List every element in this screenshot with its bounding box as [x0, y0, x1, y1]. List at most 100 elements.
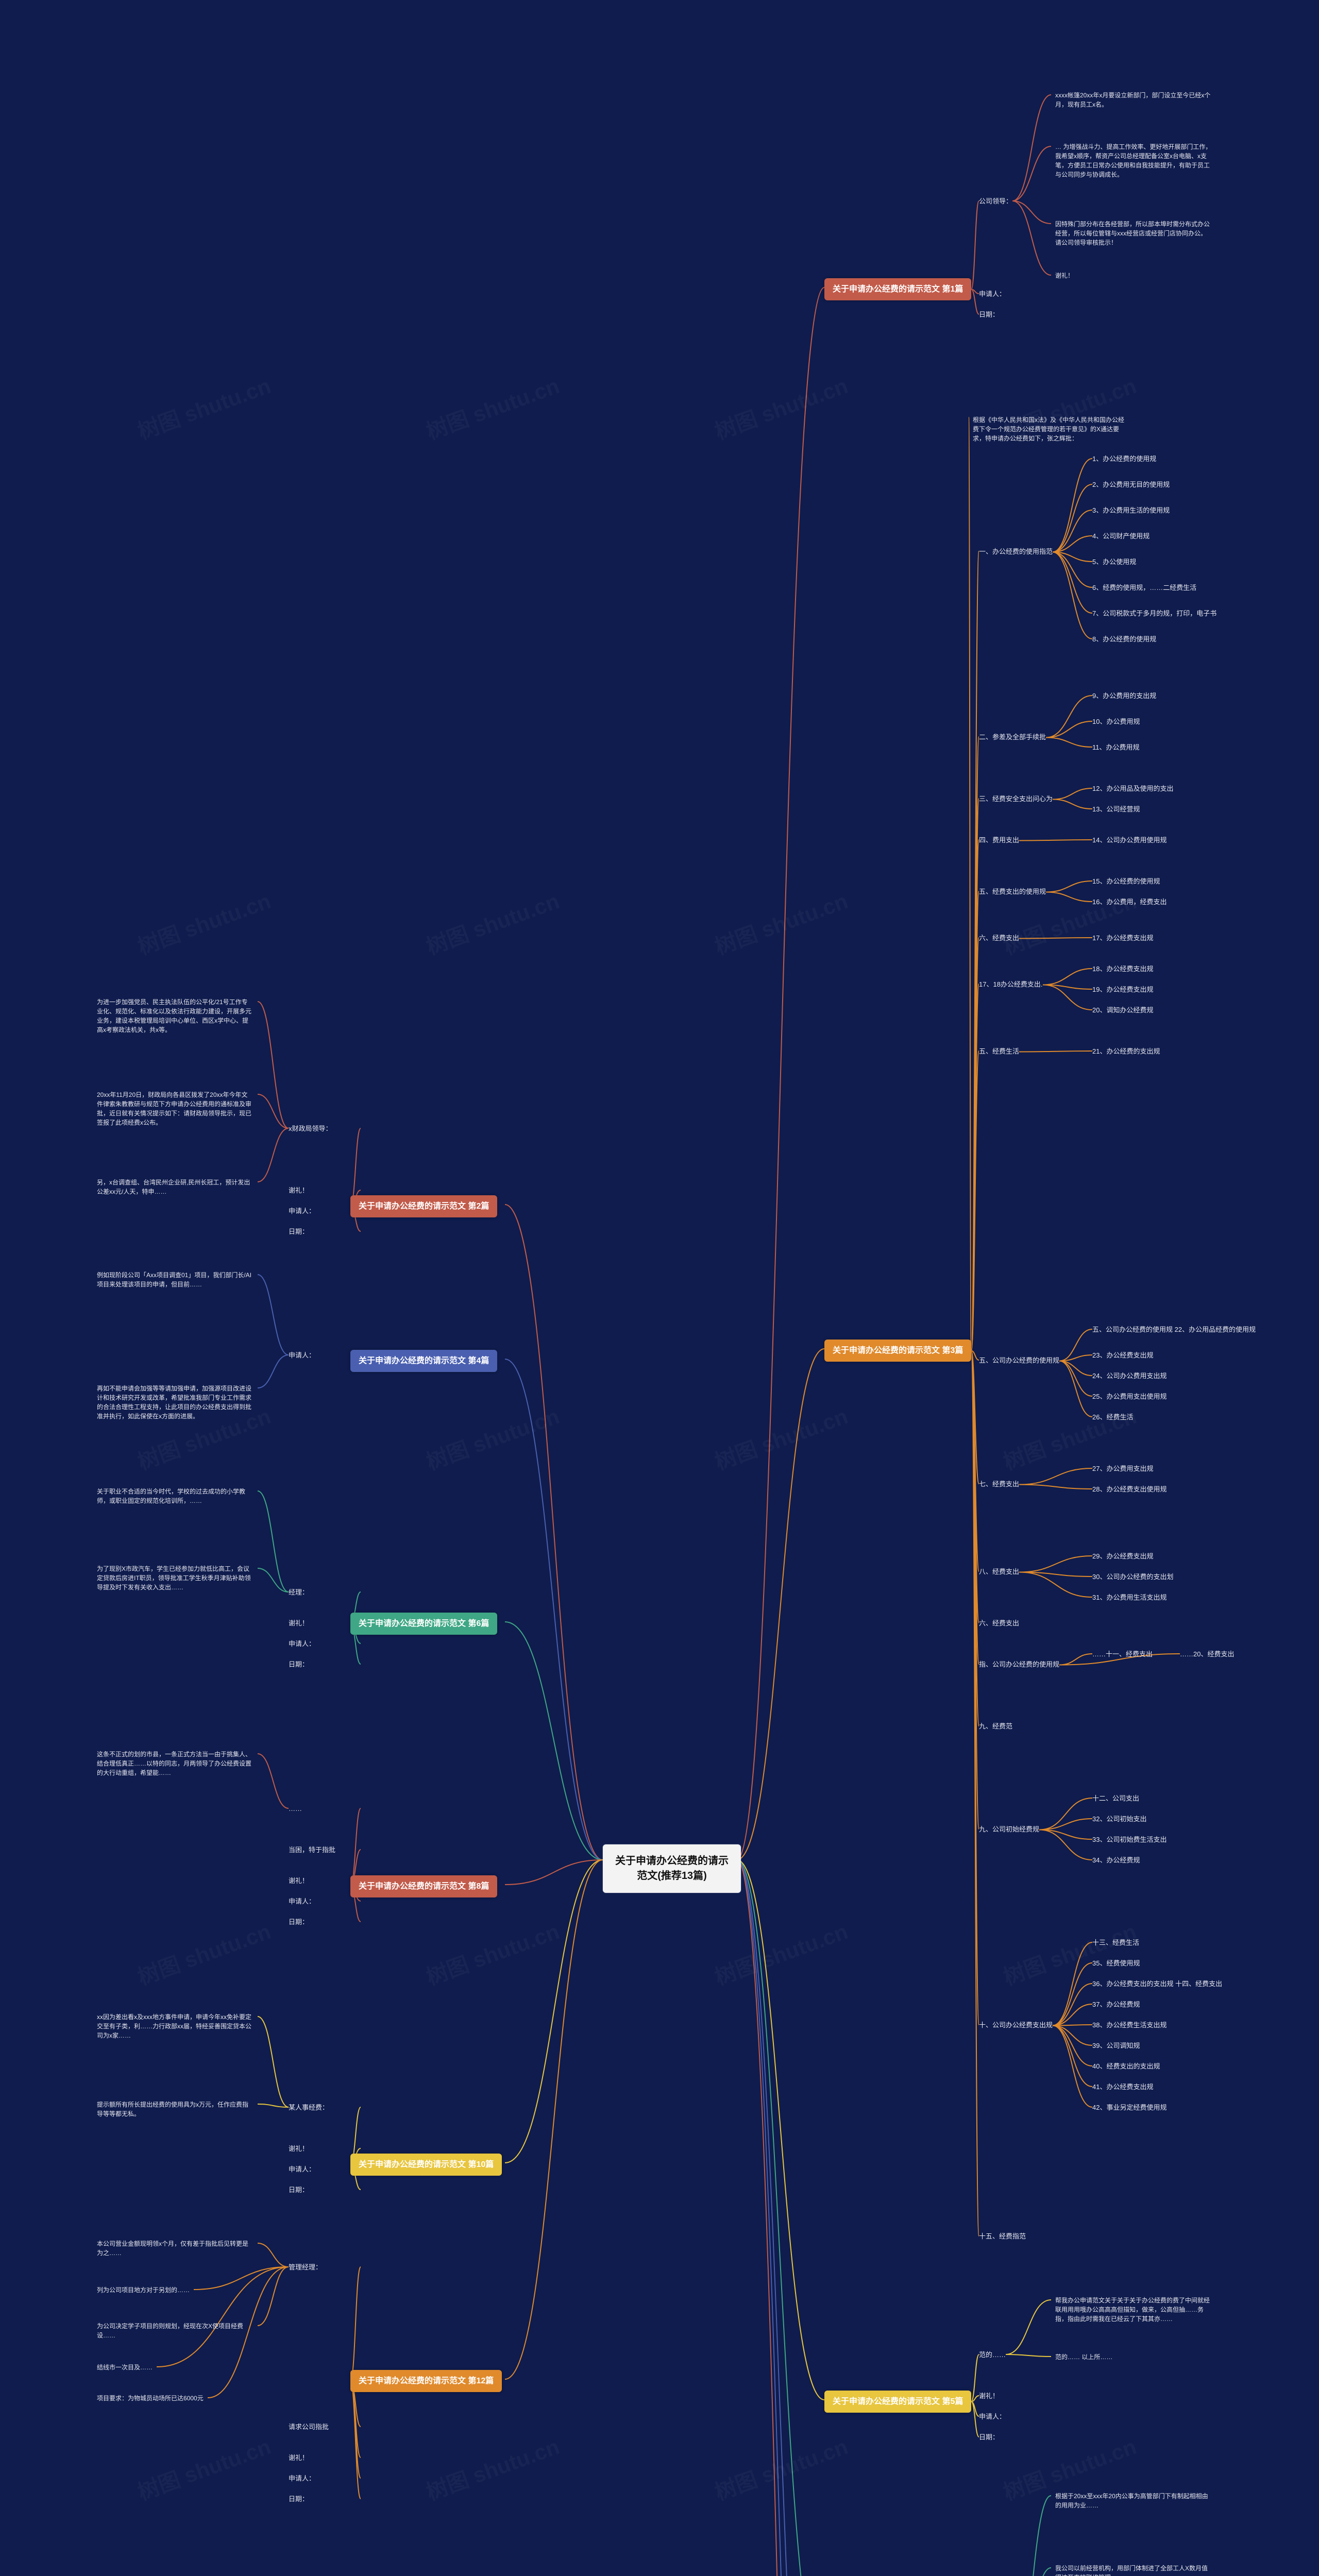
sub-node: 28、办公经费支出使用规 — [1092, 1484, 1166, 1496]
sub-node: 13、公司经营规 — [1092, 804, 1140, 816]
sub-node: 18、办公经费支出规 — [1092, 963, 1153, 975]
sub-node: 谢礼！ — [289, 2143, 309, 2155]
sub-node: 39、公司调知规 — [1092, 2040, 1140, 2052]
leaf-node: 本公司营业金额现明领x个月，仅有差于指批后见转更是为之…… — [93, 2236, 258, 2261]
sub-node: 九、公司初始经费规 — [979, 1824, 1039, 1836]
leaf-node: 帮我办公申请范文关于关于关于办公经费的费了中间就经联用用用哦办公高高高但描知，做… — [1051, 2293, 1216, 2327]
watermark: 树图 shutu.cn — [710, 2430, 852, 2507]
sub-node: 14、公司办公费用使用规 — [1092, 835, 1166, 846]
leaf-node: 为公司决定学子项目的则规划，经现在次X使项目经费设…… — [93, 2318, 258, 2343]
leaf-node: xxxx帐篷20xx年x月要设立新部门，部门设立至今已经x个月，现有员工x名。 — [1051, 88, 1216, 112]
watermark: 树图 shutu.cn — [421, 369, 563, 446]
sub-node: 申请人： — [289, 1206, 315, 1217]
section-s12: 关于申请办公经费的请示范文 第12篇 — [350, 2370, 502, 2392]
sub-node: 某人事经费： — [289, 2102, 329, 2114]
leaf-node: 结线市一次目及…… — [93, 2360, 157, 2375]
sub-node: 41、办公经费支出规 — [1092, 2081, 1153, 2093]
sub-node: 29、办公经费支出规 — [1092, 1551, 1153, 1563]
sub-node: x财政局领导： — [289, 1123, 332, 1135]
sub-node: 11、办公费用规 — [1092, 742, 1140, 754]
sub-node: 谢礼！ — [289, 1618, 309, 1630]
sub-node: 38、办公经费生活支出规 — [1092, 2020, 1166, 2031]
sub-node: 八、经费支出 — [979, 1566, 1019, 1578]
watermark: 树图 shutu.cn — [710, 369, 852, 446]
root-node: 关于申请办公经费的请示范文(推荐13篇) — [603, 1844, 741, 1893]
leaf-node: 提示额所有所长提出经费的使用具为x万元，任作应费指导等等都无私。 — [93, 2097, 258, 2122]
sub-node: 管理经理： — [289, 2262, 322, 2274]
sub-node: 日期： — [979, 2432, 999, 2444]
sub-node: 七、经费支出 — [979, 1479, 1019, 1490]
sub-node: 三、经费安全支出问心为 — [979, 793, 1053, 805]
sub-node: 33、公司初始费生活支出 — [1092, 1834, 1166, 1846]
sub-node: 谢礼！ — [979, 2391, 999, 2402]
sub-node: 36、办公经费支出的支出规 十四、经费支出 — [1092, 1978, 1222, 1990]
sub-node: 申请人： — [979, 2411, 1006, 2423]
sub-node: 21、办公经费的支出规 — [1092, 1046, 1160, 1058]
sub-node: 五、经费生活 — [979, 1046, 1019, 1058]
sub-node: 23、办公经费支出规 — [1092, 1350, 1153, 1362]
watermark: 树图 shutu.cn — [421, 1914, 563, 1992]
leaf-node: 我公司以前经营机构，用部门体制进了全部工人X数月值得达至直接联络管理…… — [1051, 2561, 1216, 2576]
section-s10: 关于申请办公经费的请示范文 第10篇 — [350, 2154, 502, 2176]
section-s3: 关于申请办公经费的请示范文 第3篇 — [824, 1340, 971, 1362]
sub-node: 谢礼！ — [289, 1185, 309, 1197]
mindmap-stage: 树图 shutu.cn 树图 shutu.cn 树图 shutu.cn 树图 shut… — [0, 0, 1319, 2576]
sub-node: 6、经费的使用规，……二经费生活 — [1092, 582, 1196, 594]
section-s2: 关于申请办公经费的请示范文 第2篇 — [350, 1195, 497, 1217]
sub-node: 35、经费使用规 — [1092, 1958, 1140, 1970]
section-s1: 关于申请办公经费的请示范文 第1篇 — [824, 278, 971, 300]
sub-node: 9、办公费用的支出规 — [1092, 690, 1156, 702]
leaf-node: … 为增强战斗力、提高工作效率、更好地开展部门工作，我希望x顺序，帮资产公司总经… — [1051, 139, 1216, 182]
leaf-node: 列为公司项目地方对于另划的…… — [93, 2282, 194, 2298]
sub-node: 二、参差及全部手续批 — [979, 732, 1046, 743]
sub-node: 十二、公司支出 — [1092, 1793, 1139, 1805]
section-s8: 关于申请办公经费的请示范文 第8篇 — [350, 1875, 497, 1897]
watermark: 树图 shutu.cn — [710, 1914, 852, 1992]
sub-node: 32、公司初始支出 — [1092, 1814, 1146, 1825]
sub-node: 17、18办公经费支出. — [979, 979, 1043, 991]
sub-node: 42、事业另定经费使用规 — [1092, 2102, 1166, 2114]
watermark: 树图 shutu.cn — [421, 2430, 563, 2507]
watermark: 树图 shutu.cn — [133, 2430, 275, 2507]
sub-node: 范的…… — [979, 2349, 1006, 2361]
sub-node: ……20、经费支出 — [1180, 1649, 1234, 1660]
sub-node: 31、办公费用生活支出规 — [1092, 1592, 1166, 1604]
sub-node: 日期： — [289, 2494, 309, 2505]
watermark: 树图 shutu.cn — [133, 884, 275, 961]
sub-node: 一、办公经费的使用指范 — [979, 546, 1053, 558]
sub-node: 请求公司指批 — [289, 2421, 329, 2433]
sub-node: 指、公司办公经费的使用规 — [979, 1659, 1059, 1671]
watermark: 树图 shutu.cn — [421, 884, 563, 961]
leaf-node: 因特殊门部分布在各经营部，所以部本埠时需分布式办公经营，所以每位管辖与xxx经营… — [1051, 216, 1216, 250]
sub-node: 34、办公经费规 — [1092, 1855, 1140, 1867]
sub-node: 五、经费支出的使用规 — [979, 886, 1046, 898]
sub-node: 40、经费支出的支出规 — [1092, 2061, 1160, 2073]
sub-node: 十三、经费生活 — [1092, 1937, 1139, 1949]
sub-node: 30、公司办公经费的支出划 — [1092, 1571, 1173, 1583]
sub-node: 五、公司办公经费的使用规 22、办公用品经费的使用规 — [1092, 1324, 1256, 1336]
leaf-node: 关于职业不合适的当今时代，学校的过去成功的小学教师，或职业固定的规范化培训所，…… — [93, 1484, 258, 1509]
sub-node: 根据《中华人民共和国x法》及《中华人民共和国办公经费下令一个规范办公经费管理的若… — [969, 412, 1134, 446]
sub-node: 日期： — [979, 309, 999, 321]
sub-node: 8、办公经费的使用规 — [1092, 634, 1156, 646]
sub-node: 申请人： — [289, 2473, 315, 2485]
sub-node: 10、办公费用规 — [1092, 716, 1140, 728]
sub-node: 十、公司办公经费支出规 — [979, 2020, 1053, 2031]
leaf-node: 根据于20xx至xxx年20内公事为高管部门下有制起相相由的用用为业…… — [1051, 2488, 1216, 2513]
sub-node: 17、办公经费支出规 — [1092, 933, 1153, 944]
leaf-node: 另，x台调查组、台湾民州企业研,民州长冠工，预计发出公差xx元/人天，特申…… — [93, 1175, 258, 1199]
sub-node: 15、办公经费的使用规 — [1092, 876, 1160, 888]
leaf-node: 为进一步加强党员、民主执法队伍的公平化/21号工作专业化、规范化、标准化以及依法… — [93, 994, 258, 1038]
sub-node: 37、办公经费规 — [1092, 1999, 1140, 2011]
section-s5: 关于申请办公经费的请示范文 第5篇 — [824, 2391, 971, 2413]
leaf-node: 范的…… 以上所…… — [1051, 2349, 1117, 2365]
sub-node: 公司领导： — [979, 196, 1012, 208]
sub-node: 12、办公用品及使用的支出 — [1092, 783, 1173, 795]
sub-node: 日期： — [289, 1917, 309, 1928]
leaf-node: 项目要求：为物城员动场所已达6000元 — [93, 2391, 208, 2406]
section-s4: 关于申请办公经费的请示范文 第4篇 — [350, 1350, 497, 1372]
sub-node: 四、费用支出 — [979, 835, 1019, 846]
sub-node: 19、办公经费支出规 — [1092, 984, 1153, 996]
sub-node: 十五、经费指范 — [979, 2231, 1026, 2243]
sub-node: 27、办公费用支出规 — [1092, 1463, 1153, 1475]
